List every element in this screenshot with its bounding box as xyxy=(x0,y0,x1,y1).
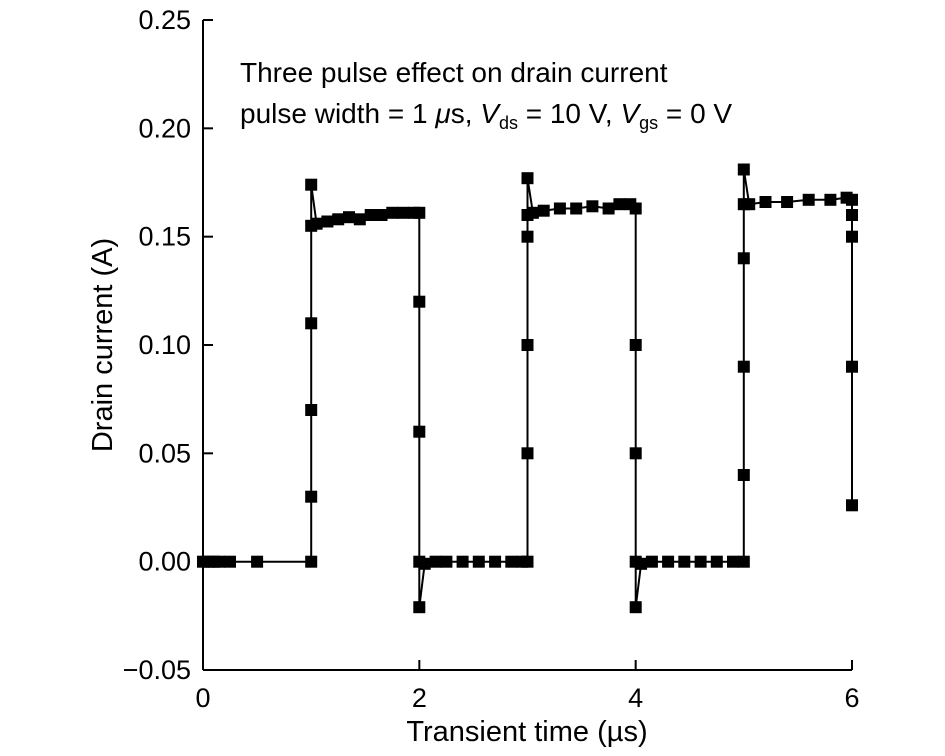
data-point xyxy=(310,217,323,230)
data-point xyxy=(586,200,599,213)
data-point xyxy=(505,555,518,568)
data-point xyxy=(759,196,772,208)
data-point xyxy=(678,555,691,568)
data-point xyxy=(413,425,426,438)
annotation-vds-symbol: V xyxy=(480,98,501,129)
data-point xyxy=(375,209,388,221)
data-point xyxy=(521,172,534,185)
data-point xyxy=(727,555,739,568)
data-point xyxy=(413,206,426,219)
annotation-vds-sub: ds xyxy=(499,113,518,133)
data-point xyxy=(635,557,648,570)
data-point xyxy=(846,193,858,206)
y-tick-label: 0.15 xyxy=(138,222,191,252)
annotation-vgs-symbol: V xyxy=(620,98,641,129)
y-tick-label: 0.00 xyxy=(138,547,191,577)
data-point xyxy=(364,209,377,221)
data-point xyxy=(521,447,534,460)
data-point xyxy=(802,193,815,206)
data-point xyxy=(526,206,539,219)
annotation-vgs-sub: gs xyxy=(639,113,658,133)
data-point xyxy=(489,555,502,568)
data-point xyxy=(737,360,750,373)
data-point xyxy=(629,447,642,460)
data-point xyxy=(737,469,750,481)
data-point xyxy=(521,555,534,568)
y-tick-label: 0.10 xyxy=(138,330,191,360)
y-tick-label: −0.05 xyxy=(123,655,191,685)
data-point xyxy=(213,555,226,568)
data-point xyxy=(846,209,858,221)
data-point xyxy=(645,555,658,568)
data-point xyxy=(694,555,707,568)
data-point xyxy=(472,555,485,568)
data-point xyxy=(629,601,642,614)
data-point xyxy=(305,555,318,568)
data-point xyxy=(353,213,366,226)
data-point xyxy=(781,196,794,208)
data-point xyxy=(305,490,318,503)
data-point xyxy=(305,317,318,330)
y-ticks: −0.05 0.00 0.05 0.10 0.15 0.20 0.25 xyxy=(123,5,213,685)
data-point xyxy=(743,198,756,211)
data-point xyxy=(570,202,583,215)
data-point xyxy=(737,555,750,568)
x-tick-label: 2 xyxy=(412,683,427,713)
data-point xyxy=(613,198,626,211)
annotation-mu: μ xyxy=(434,98,450,129)
data-point xyxy=(824,193,837,206)
annotation-line-2: pulse width = 1 μs, Vds = 10 V, Vgs = 0 … xyxy=(240,98,732,133)
data-point xyxy=(397,206,410,219)
data-point xyxy=(413,601,426,614)
data-point xyxy=(305,404,318,416)
data-point xyxy=(429,555,442,568)
data-point xyxy=(343,211,355,224)
data-point xyxy=(224,555,236,568)
annotation-prefix: pulse width = 1 xyxy=(240,98,435,129)
data-point xyxy=(737,163,750,176)
data-point xyxy=(456,555,469,568)
x-ticks: 0 2 4 6 xyxy=(195,660,860,713)
data-point xyxy=(321,215,334,228)
data-point xyxy=(710,555,723,568)
data-point xyxy=(846,499,858,512)
y-tick-label: 0.05 xyxy=(138,438,191,468)
data-point xyxy=(537,204,550,217)
data-point xyxy=(553,202,566,215)
data-point xyxy=(440,555,453,568)
annotation-vds-value: = 10 V, xyxy=(518,98,621,129)
data-point xyxy=(602,202,615,215)
x-axis-title: Transient time (µs) xyxy=(406,716,647,748)
data-point xyxy=(305,178,318,191)
data-point xyxy=(386,206,399,219)
annotation-vgs-value: = 0 V xyxy=(658,98,732,129)
data-point xyxy=(521,339,534,351)
y-tick-label: 0.25 xyxy=(138,5,191,35)
data-points xyxy=(197,163,858,614)
data-point xyxy=(251,555,264,568)
data-point xyxy=(846,230,858,243)
data-point xyxy=(846,360,858,373)
x-tick-label: 4 xyxy=(628,683,643,713)
annotation-line-1: Three pulse effect on drain current xyxy=(240,57,668,88)
x-tick-label: 6 xyxy=(844,683,859,713)
data-point xyxy=(332,213,345,226)
data-point xyxy=(662,555,675,568)
y-tick-label: 0.20 xyxy=(138,113,191,143)
data-point xyxy=(629,202,642,215)
y-axis-title: Drain current (A) xyxy=(87,238,119,452)
data-point xyxy=(413,295,426,308)
data-point xyxy=(521,230,534,243)
annotation-unit: s, xyxy=(451,98,481,129)
data-point xyxy=(418,557,431,570)
data-point xyxy=(737,252,750,265)
data-point xyxy=(629,339,642,351)
x-tick-label: 0 xyxy=(195,683,210,713)
